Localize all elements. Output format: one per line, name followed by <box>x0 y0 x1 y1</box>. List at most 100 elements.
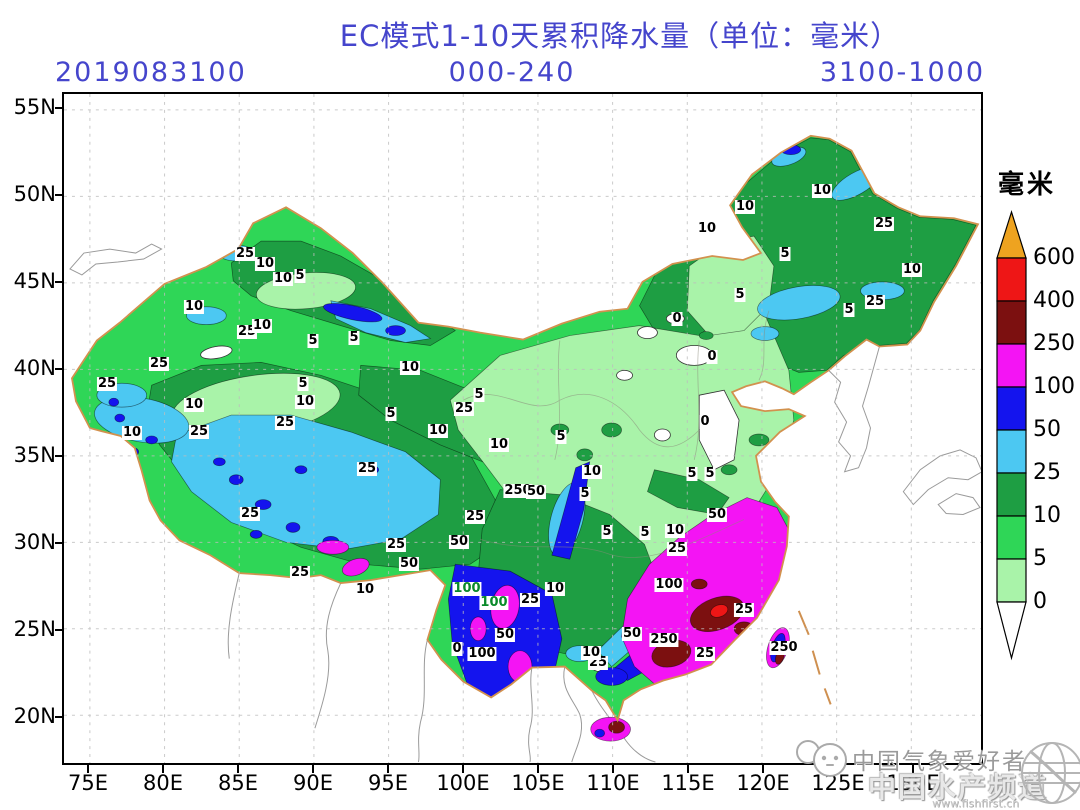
lat-tick-mark <box>55 455 62 457</box>
contour-value-label: 25 <box>289 565 311 580</box>
contour-value-label: 5 <box>639 525 651 540</box>
lon-tick-mark <box>162 765 164 773</box>
legend-color-block <box>996 515 1027 560</box>
graticule-grid <box>64 94 981 763</box>
contour-value-label: 10 <box>734 199 756 214</box>
lon-tick-label: 125E <box>811 771 865 795</box>
contour-value-label: 5 <box>704 466 716 481</box>
lon-tick-mark <box>537 765 539 773</box>
contour-value-label: 50 <box>621 626 643 641</box>
legend-value-label: 400 <box>1033 288 1075 313</box>
forecast-range-label: 000-240 <box>448 57 576 88</box>
contour-value-label: 100 <box>654 577 684 592</box>
lon-tick-label: 130E <box>886 771 940 795</box>
contour-value-label: 250 <box>769 640 799 655</box>
foreign-coastlines <box>69 243 981 763</box>
lat-tick-mark <box>55 716 62 718</box>
contour-value-label: 0 <box>671 311 683 326</box>
contour-value-label: 5 <box>843 302 855 317</box>
init-time-label: 2019083100 <box>55 57 247 88</box>
lat-tick-label: 25N <box>13 617 56 641</box>
contour-value-label: 25 <box>694 646 716 661</box>
contour-value-label: 5 <box>555 429 567 444</box>
page-title: EC模式1-10天累积降水量（单位：毫米） <box>339 19 901 53</box>
lon-tick-label: 120E <box>736 771 790 795</box>
lat-tick-mark <box>55 368 62 370</box>
legend-value-label: 250 <box>1033 331 1075 356</box>
lon-tick-mark <box>687 765 689 773</box>
contour-value-label: 25 <box>464 509 486 524</box>
lon-tick-label: 75E <box>68 771 108 795</box>
contour-value-label: 10 <box>399 360 421 375</box>
contour-value-label: 250 <box>503 483 533 498</box>
lat-tick-label: 50N <box>13 182 56 206</box>
contour-value-label: 10 <box>544 581 566 596</box>
contour-value-label: 10 <box>183 397 205 412</box>
lon-tick-mark <box>87 765 89 773</box>
legend-color-block <box>996 257 1027 302</box>
contour-value-label: 5 <box>734 287 746 302</box>
contour-value-label: 25 <box>666 541 688 556</box>
legend-color-block <box>996 472 1027 517</box>
lat-tick-label: 35N <box>13 443 56 467</box>
lon-tick-mark <box>387 765 389 773</box>
contour-value-label: 10 <box>901 262 923 277</box>
contour-value-label: 50 <box>448 534 470 549</box>
contour-value-label: 0 <box>451 641 463 656</box>
legend-color-block <box>996 558 1027 603</box>
legend-value-label: 5 <box>1033 546 1047 571</box>
valid-time-label: 3100-1000 <box>819 57 985 88</box>
contour-value-label: 10 <box>354 582 376 597</box>
lat-tick-mark <box>55 542 62 544</box>
legend-unit-label: 毫米 <box>998 170 1057 200</box>
contour-value-label: 25 <box>274 415 296 430</box>
watermark-globe-icon <box>1021 742 1080 804</box>
province-and-river-lines <box>463 310 770 558</box>
contour-value-label: 25 <box>519 592 541 607</box>
ryukyu-islands <box>797 610 832 705</box>
lat-tick-mark <box>55 281 62 283</box>
legend-color-block <box>996 429 1027 474</box>
legend-arrow <box>996 210 1027 259</box>
legend-color-block <box>996 386 1027 431</box>
contour-value-label: 25 <box>356 461 378 476</box>
legend-colorbar <box>996 210 1027 661</box>
lon-tick-label: 80E <box>143 771 183 795</box>
lat-tick-label: 45N <box>13 269 56 293</box>
contour-value-label: 10 <box>580 645 602 660</box>
lon-tick-label: 105E <box>511 771 565 795</box>
contour-value-label: 25 <box>864 294 886 309</box>
contour-value-label: 25 <box>188 424 210 439</box>
contour-value-label: 100 <box>452 581 482 596</box>
contour-value-label: 10 <box>251 318 273 333</box>
legend-value-label: 0 <box>1033 589 1047 614</box>
contour-value-label: 25 <box>453 401 475 416</box>
lat-tick-mark <box>55 194 62 196</box>
contour-value-label: 25 <box>385 537 407 552</box>
contour-value-label: 5 <box>385 406 397 421</box>
lon-tick-mark <box>612 765 614 773</box>
contour-value-label: 10 <box>427 423 449 438</box>
contour-value-label: 5 <box>473 387 485 402</box>
lat-tick-label: 20N <box>13 704 56 728</box>
lon-tick-label: 100E <box>436 771 490 795</box>
contour-value-label: 10 <box>183 299 205 314</box>
legend-color-block <box>996 300 1027 345</box>
contour-value-label: 5 <box>779 246 791 261</box>
lon-tick-mark <box>837 765 839 773</box>
contour-value-label: 10 <box>488 437 510 452</box>
contour-value-label: 10 <box>811 183 833 198</box>
legend-arrow <box>996 601 1027 661</box>
lon-tick-mark <box>462 765 464 773</box>
contour-value-label: 10 <box>696 221 718 236</box>
lon-tick-mark <box>912 765 914 773</box>
lat-tick-label: 40N <box>13 356 56 380</box>
contour-value-label: 100 <box>479 595 509 610</box>
contour-value-label: 10 <box>121 425 143 440</box>
legend-color-block <box>996 343 1027 388</box>
lat-tick-mark <box>55 107 62 109</box>
watermark-url: www.fishfirst.cn <box>932 797 1020 810</box>
legend-value-label: 50 <box>1033 417 1061 442</box>
region-red <box>710 604 729 618</box>
